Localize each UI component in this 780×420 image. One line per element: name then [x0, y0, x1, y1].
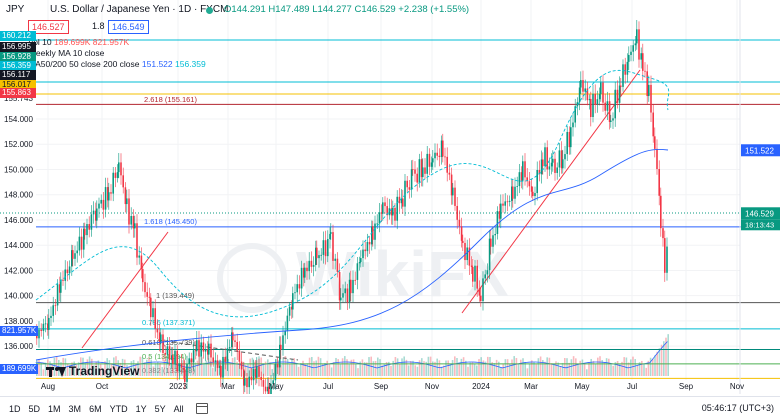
price-axis-label: 138.000: [4, 317, 33, 326]
price-axis-label: 146.000: [4, 216, 33, 225]
ma-legend[interactable]: MA50/200 50 close 200 close 151.522 156.…: [28, 59, 206, 69]
range-6m[interactable]: 6M: [89, 403, 102, 414]
price-axis-label: 140.000: [4, 292, 33, 301]
tradingview-logo-icon: [46, 366, 66, 377]
moving-averages: [35, 69, 670, 361]
range-3m[interactable]: 3M: [68, 403, 82, 414]
sell-button[interactable]: 146.527: [28, 20, 69, 34]
left-scale-label: 156.928: [0, 52, 36, 62]
time-axis-label: May: [574, 382, 589, 391]
vol-label: Vol 10: [28, 37, 52, 47]
time-axis-label: Mar: [221, 382, 235, 391]
volume-scale-label: 821.957K: [0, 326, 39, 336]
fib-level-label: 0.786 (137.371): [142, 318, 195, 327]
clock[interactable]: 05:46:17 (UTC+3): [701, 403, 774, 413]
spread-value: 1.8: [92, 21, 105, 31]
time-axis-label: 2024: [472, 382, 490, 391]
vol-value-1: 189.699K: [54, 37, 91, 47]
range-1m[interactable]: 1M: [48, 403, 61, 414]
time-axis-label: Mar: [524, 382, 538, 391]
range-5d[interactable]: 5D: [28, 403, 41, 414]
range-1d[interactable]: 1D: [9, 403, 21, 414]
range-all[interactable]: All: [173, 403, 184, 414]
volume-scale-label: 189.699K: [0, 364, 39, 374]
chart-area[interactable]: WikiFX 2.618 (155.161) 1.618 (145.450) 1 (…: [0, 0, 780, 410]
chart-canvas[interactable]: WikiFX 2.618 (155.161)1.618 (145.450)1 (…: [0, 0, 780, 410]
price-axis-label: 155.743: [4, 94, 33, 103]
ohlc-values: O144.291 H147.489 L144.277 C146.529 +2.2…: [224, 4, 470, 15]
left-scale-label: 156.359: [0, 61, 36, 71]
time-axis-label: 2023: [169, 382, 187, 391]
buy-button[interactable]: 146.549: [108, 20, 149, 34]
time-axis-label: Jul: [627, 382, 637, 391]
fib-level-label: 0.382 (133.448): [142, 366, 195, 375]
symbol-label[interactable]: JPY: [6, 4, 25, 15]
fib-level-label: 0.618 (135.739): [142, 338, 195, 347]
time-axis-label: Sep: [679, 382, 694, 391]
ma-value-2: 156.359: [175, 59, 206, 69]
fib-level-label: 2.618 (155.161): [144, 95, 197, 104]
left-scale-label: 160.212: [0, 31, 36, 41]
time-axis-label: May: [268, 382, 283, 391]
price-axis[interactable]: 155.743 154.000 152.000 150.000 148.000 146.0…: [4, 0, 780, 394]
range-selector: 1D 5D 1M 3M 6M YTD 1Y 5Y All: [0, 404, 184, 414]
time-axis[interactable]: Aug Oct 2023 Mar May Jul Sep Nov 2024 Mar May Jul Se…: [41, 382, 744, 391]
current-price-tag: 146.529: [745, 209, 774, 218]
left-scale-label: 156.995: [0, 42, 36, 52]
price-axis-label: 150.000: [4, 165, 33, 174]
price-axis-label: 144.000: [4, 241, 33, 250]
vol-value-2: 821.957K: [92, 37, 130, 47]
range-5y[interactable]: 5Y: [154, 403, 166, 414]
calendar-icon[interactable]: [195, 403, 208, 414]
fibonacci-levels: 2.618 (155.161) 1.618 (145.450) 1 (139.449…: [0, 39, 780, 379]
fib-level-label: 1 (139.449): [156, 291, 195, 300]
left-scale-label: 156.117: [0, 70, 36, 80]
ma-price-tag: 151.522: [745, 146, 774, 155]
volume-bars: [35, 334, 669, 376]
bottom-toolbar: 1D 5D 1M 3M 6M YTD 1Y 5Y All 05:46:17 (UTC+3): [0, 396, 780, 420]
market-status-icon: [206, 7, 213, 14]
range-ytd[interactable]: YTD: [109, 403, 128, 414]
left-scale-label: 155.863: [0, 88, 36, 98]
time-axis-label: Oct: [96, 382, 109, 391]
trend-lines: [81, 69, 641, 361]
volume-indicator-legend[interactable]: Vol 10 189.699K 821.957K: [28, 37, 129, 47]
fib-level-label: 1.618 (145.450): [144, 217, 197, 226]
left-scale-label: 156.017: [0, 80, 36, 90]
price-axis-label: 136.000: [4, 342, 33, 351]
price-axis-label: 142.000: [4, 266, 33, 275]
time-axis-label: Sep: [374, 382, 389, 391]
candles: [36, 20, 668, 410]
price-axis-label: 148.000: [4, 191, 33, 200]
weekly-ma-legend[interactable]: Weekly MA 10 close: [28, 48, 105, 58]
countdown-label: 18:13:43: [745, 220, 774, 229]
time-axis-label: Nov: [730, 382, 744, 391]
ma-label: MA50/200 50 close 200 close: [28, 59, 140, 69]
range-1y[interactable]: 1Y: [135, 403, 147, 414]
time-axis-label: Jul: [323, 382, 333, 391]
grid: [36, 0, 740, 380]
tradingview-logo-text: TradingView: [69, 364, 140, 378]
fib-level-label: 0.5 (134.594): [142, 352, 187, 361]
price-axis-label: 154.000: [4, 115, 33, 124]
tradingview-logo[interactable]: TradingView: [46, 364, 139, 378]
time-axis-label: Nov: [425, 382, 439, 391]
ma-value-1: 151.522: [141, 59, 173, 69]
time-axis-label: Aug: [41, 382, 55, 391]
price-axis-label: 152.000: [4, 140, 33, 149]
chart-title[interactable]: U.S. Dollar / Japanese Yen · 1D · FXCM: [50, 4, 229, 15]
